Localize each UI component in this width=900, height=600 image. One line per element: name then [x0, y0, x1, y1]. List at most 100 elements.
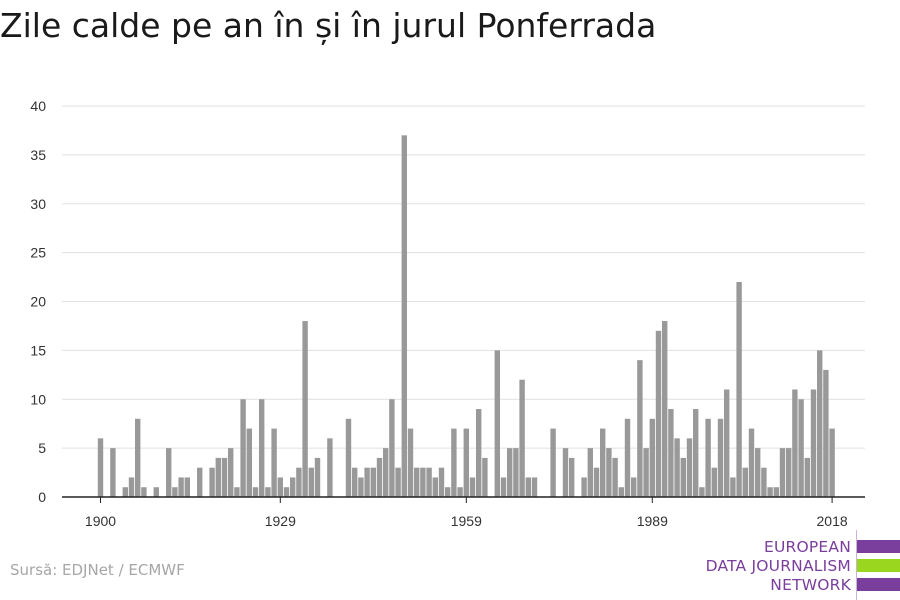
bar: [327, 438, 333, 497]
bar: [519, 379, 525, 497]
bar: [624, 418, 631, 497]
x-axis-labels: 1900 1929 1959 1989 2018: [85, 497, 848, 529]
bar: [773, 487, 779, 497]
x-tick-label: 1900: [85, 513, 116, 529]
bar: [525, 477, 531, 497]
bar: [748, 428, 755, 497]
bar: [631, 477, 637, 497]
bar: [686, 438, 693, 497]
bar: [643, 448, 649, 497]
bar: [259, 399, 265, 497]
source-note: Sursă: EDJNet / ECMWF: [10, 561, 185, 579]
bar: [767, 487, 773, 497]
bar: [234, 487, 240, 497]
bar: [445, 487, 451, 497]
bar: [637, 360, 643, 497]
logo-divider: [856, 530, 857, 600]
bar: [736, 281, 742, 497]
bar: [500, 477, 507, 497]
bar: [810, 389, 817, 497]
bar: [755, 448, 761, 497]
y-tick-label: 20: [30, 294, 46, 310]
bar: [215, 457, 221, 497]
bar: [153, 487, 159, 497]
bar: [507, 448, 513, 497]
y-tick-label: 0: [38, 489, 46, 505]
bar: [779, 448, 786, 497]
logo-line-2: DATA JOURNALISM: [705, 557, 851, 575]
bar: [786, 448, 792, 497]
y-tick-label: 10: [30, 391, 46, 407]
bar: [680, 457, 686, 497]
bar: [587, 448, 593, 497]
logo-line-3: NETWORK: [770, 576, 851, 594]
bar: [271, 428, 277, 497]
bar: [482, 457, 488, 497]
bar: [724, 389, 730, 497]
bar: [290, 477, 296, 497]
logo-bar-green: [857, 559, 900, 572]
bar: [172, 487, 178, 497]
bar: [817, 350, 823, 497]
y-axis-labels: 0 5 10 15 20 25 30 35 40: [30, 98, 46, 505]
x-tick-label: 1989: [637, 513, 668, 529]
bar: [476, 409, 482, 497]
bar: [420, 467, 426, 497]
bar: [693, 409, 699, 497]
bar: [221, 457, 228, 497]
bar: [135, 418, 141, 497]
bar: [209, 467, 215, 497]
bar: [699, 487, 705, 497]
bar: [246, 428, 252, 497]
bar: [494, 350, 500, 497]
bar: [308, 467, 314, 497]
y-tick-label: 30: [30, 196, 46, 212]
bar: [358, 477, 364, 497]
bar: [798, 399, 804, 497]
bar: [742, 467, 748, 497]
bar: [618, 487, 624, 497]
bar: [804, 457, 810, 497]
bars: [97, 135, 835, 497]
bar: [829, 428, 835, 497]
bar: [370, 467, 376, 497]
bar: [668, 409, 674, 497]
grid-lines: [62, 105, 865, 449]
bar: [110, 448, 116, 497]
bar: [593, 467, 600, 497]
bar: [364, 467, 370, 497]
bar: [314, 457, 321, 497]
bar: [128, 477, 135, 497]
chart-title: Zile calde pe an în și în jurul Ponferra…: [0, 6, 657, 45]
bar: [240, 399, 246, 497]
bar: [438, 467, 445, 497]
bar: [252, 487, 259, 497]
edjnet-logo: EUROPEAN DATA JOURNALISM NETWORK: [700, 530, 900, 600]
y-tick-label: 15: [30, 342, 46, 358]
bar: [823, 369, 829, 497]
bar: [277, 477, 283, 497]
x-tick-label: 1929: [265, 513, 296, 529]
y-tick-label: 25: [30, 245, 46, 261]
bar: [730, 477, 736, 497]
bar: [197, 467, 203, 497]
bar: [562, 448, 569, 497]
bar: [296, 467, 302, 497]
x-tick-label: 1959: [451, 513, 482, 529]
bar: [283, 487, 290, 497]
bar: [432, 477, 438, 497]
bar: [550, 428, 556, 497]
bar: [569, 457, 575, 497]
bar: [345, 418, 352, 497]
bar: [426, 467, 432, 497]
bar: [141, 487, 147, 497]
bar: [711, 467, 717, 497]
bar: [395, 467, 401, 497]
bar: [97, 438, 104, 497]
bar: [761, 467, 767, 497]
bar: [414, 467, 420, 497]
bar: [513, 448, 519, 497]
bar: [649, 418, 655, 497]
bar: [401, 135, 407, 497]
bar: [451, 428, 457, 497]
